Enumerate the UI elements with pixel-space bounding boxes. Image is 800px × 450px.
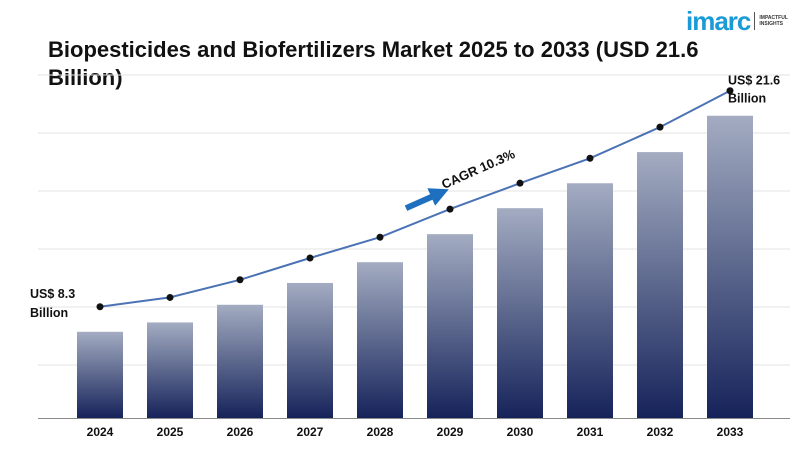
x-tick-label-2026: 2026 — [227, 425, 254, 439]
chart-title: Biopesticides and Biofertilizers Market … — [48, 37, 699, 90]
logo-wordmark: imarc — [686, 6, 751, 36]
logo-tagline-line-2: INSIGHTS — [759, 21, 784, 27]
bar-2026 — [217, 304, 263, 418]
x-tick-label-2030: 2030 — [507, 425, 534, 439]
logo-divider — [754, 12, 756, 30]
bar-2033 — [707, 115, 753, 419]
bars — [77, 115, 753, 419]
logo-tagline: IMPACTFUL INSIGHTS — [759, 15, 788, 27]
trend-marker-2030 — [516, 179, 524, 187]
cagr-label: CAGR 10.3% — [439, 146, 517, 192]
x-tick-label-2033: 2033 — [717, 425, 744, 439]
bar-2031 — [567, 183, 613, 418]
trend-marker-2025 — [166, 293, 174, 301]
start-value-label-line-1: US$ 8.3 — [30, 287, 75, 301]
end-value-label-line-2: Billion — [728, 92, 766, 106]
x-tick-label-2031: 2031 — [577, 425, 604, 439]
trend-line — [99, 89, 731, 308]
trend-marker-2027 — [306, 254, 314, 262]
bar-2027 — [287, 282, 333, 418]
trend-markers — [96, 87, 734, 311]
bar-2028 — [357, 262, 403, 418]
cagr-arrow — [404, 188, 449, 211]
trend-marker-2033 — [726, 87, 734, 95]
trend-marker-2031 — [586, 154, 594, 162]
bar-2025 — [147, 322, 193, 418]
trend-marker-2028 — [376, 233, 384, 241]
x-tick-label-2025: 2025 — [157, 425, 184, 439]
trend-marker-2026 — [236, 276, 244, 284]
x-tick-label-2024: 2024 — [87, 425, 114, 439]
x-tick-labels: 2024 2025 2026 2027 2028 2029 2030 2031 2032 2033 — [87, 425, 744, 439]
x-tick-label-2029: 2029 — [437, 425, 464, 439]
bar-2029 — [427, 234, 473, 418]
bar-2032 — [637, 152, 683, 418]
imarc-logo: imarc IMPACTFUL INSIGHTS — [686, 6, 788, 36]
logo-tagline-line-1: IMPACTFUL — [759, 15, 788, 21]
end-value-label-line-1: US$ 21.6 — [728, 74, 780, 88]
bar-2024 — [77, 331, 123, 418]
start-value-label-line-2: Billion — [30, 306, 68, 320]
trend-marker-2029 — [446, 205, 454, 213]
trend-marker-2032 — [656, 123, 664, 131]
x-tick-label-2027: 2027 — [297, 425, 324, 439]
trend-marker-2024 — [96, 303, 104, 311]
x-tick-label-2032: 2032 — [647, 425, 674, 439]
bar-2030 — [497, 208, 543, 418]
x-tick-label-2028: 2028 — [367, 425, 394, 439]
